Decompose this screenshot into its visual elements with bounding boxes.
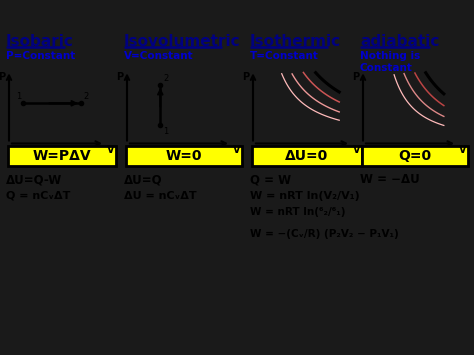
Text: Isovolumetric: Isovolumetric	[124, 34, 241, 49]
Text: W=PΔV: W=PΔV	[33, 149, 91, 164]
Text: T=Constant: T=Constant	[250, 51, 319, 61]
Text: P: P	[352, 72, 359, 82]
FancyBboxPatch shape	[8, 147, 116, 166]
Text: P: P	[242, 72, 249, 82]
Text: ΔU=Q: ΔU=Q	[124, 174, 163, 186]
FancyBboxPatch shape	[362, 147, 468, 166]
Text: Nothing is
Constant: Nothing is Constant	[360, 51, 420, 73]
Text: adiabatic: adiabatic	[360, 34, 439, 49]
Text: Isothermic: Isothermic	[250, 34, 341, 49]
Text: W = −ΔU: W = −ΔU	[360, 174, 420, 186]
Text: Q = nCᵥΔT: Q = nCᵥΔT	[6, 191, 70, 201]
FancyBboxPatch shape	[126, 147, 242, 166]
Text: P: P	[0, 72, 5, 82]
Text: Q = W: Q = W	[250, 174, 291, 186]
Text: W = nRT ln(V₂/V₁): W = nRT ln(V₂/V₁)	[250, 191, 360, 201]
Text: 2: 2	[163, 74, 169, 83]
Text: 1: 1	[163, 127, 169, 136]
Text: V: V	[459, 146, 466, 155]
Text: V: V	[233, 146, 240, 155]
Text: Isobaric: Isobaric	[6, 34, 74, 49]
Text: ΔU=0: ΔU=0	[285, 149, 328, 164]
Text: V: V	[107, 146, 115, 155]
Text: W=0: W=0	[166, 149, 202, 164]
Text: ΔU = nCᵥΔT: ΔU = nCᵥΔT	[124, 191, 197, 201]
Text: Q=0: Q=0	[399, 149, 431, 164]
FancyBboxPatch shape	[252, 147, 362, 166]
Text: 1: 1	[16, 92, 21, 101]
Text: 2: 2	[83, 92, 88, 101]
Text: V=Constant: V=Constant	[124, 51, 193, 61]
Text: P=Constant: P=Constant	[6, 51, 75, 61]
Text: ΔU=Q-W: ΔU=Q-W	[6, 174, 62, 186]
Text: W = −(Cᵥ/R) (P₂V₂ − P₁V₁): W = −(Cᵥ/R) (P₂V₂ − P₁V₁)	[250, 229, 399, 239]
Text: P: P	[116, 72, 123, 82]
Text: W = nRT ln(⁶₂/⁶₁): W = nRT ln(⁶₂/⁶₁)	[250, 207, 346, 217]
Text: V: V	[353, 146, 361, 155]
